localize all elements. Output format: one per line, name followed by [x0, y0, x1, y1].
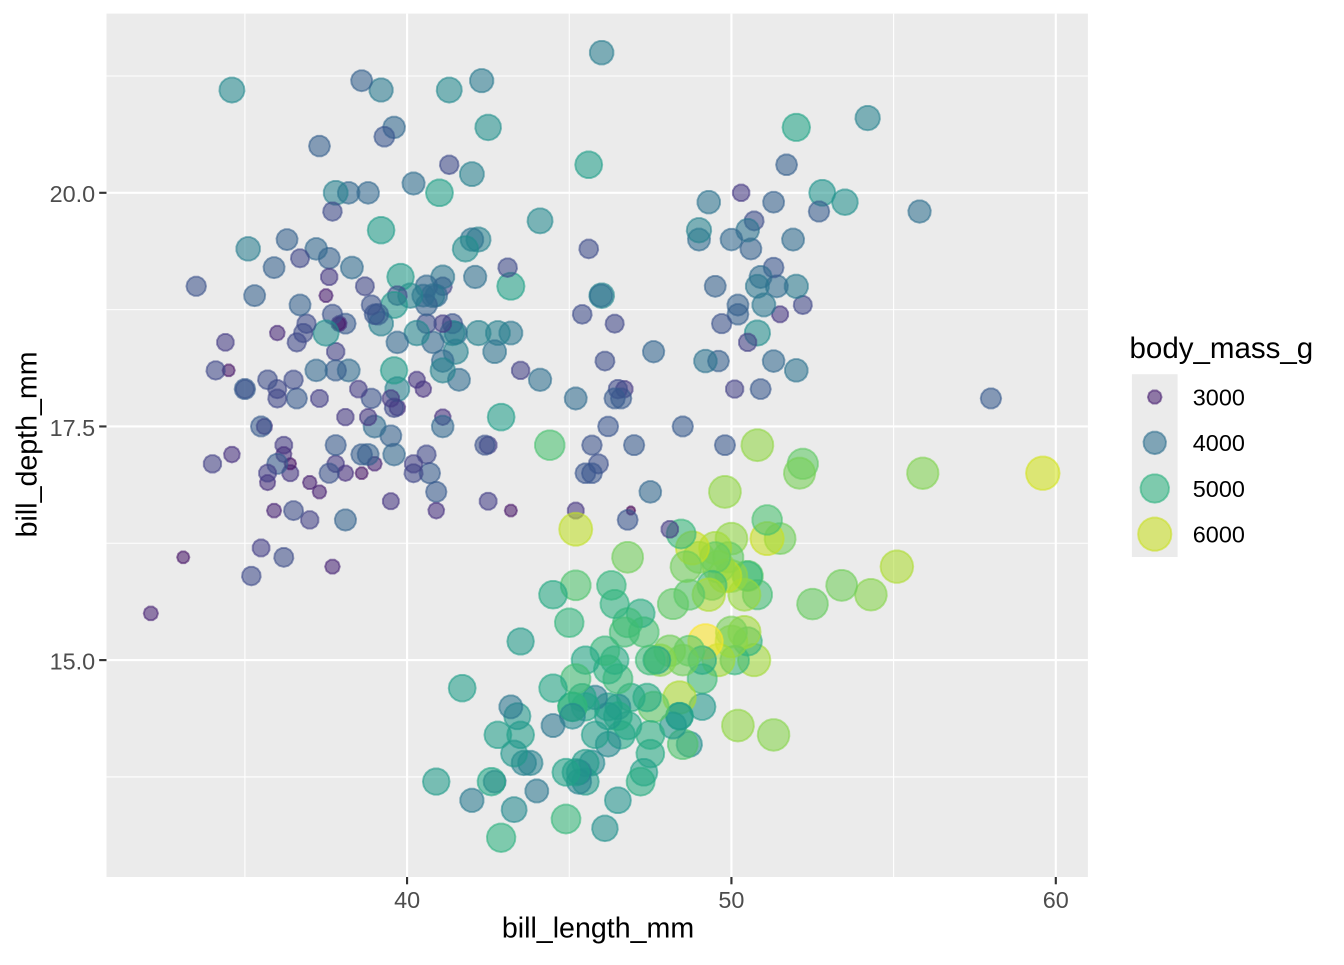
svg-text:6000: 6000 — [1193, 522, 1245, 548]
svg-text:15.0: 15.0 — [50, 649, 96, 675]
svg-text:body_mass_g: body_mass_g — [1130, 332, 1314, 365]
svg-text:40: 40 — [394, 887, 420, 913]
svg-text:4000: 4000 — [1193, 430, 1245, 456]
svg-text:5000: 5000 — [1193, 476, 1245, 502]
svg-text:3000: 3000 — [1193, 384, 1245, 410]
svg-text:bill_length_mm: bill_length_mm — [502, 912, 694, 944]
svg-text:50: 50 — [718, 887, 744, 913]
svg-text:bill_depth_mm: bill_depth_mm — [12, 351, 44, 537]
svg-text:17.5: 17.5 — [50, 415, 96, 441]
svg-text:20.0: 20.0 — [50, 181, 96, 207]
svg-text:60: 60 — [1043, 887, 1069, 913]
